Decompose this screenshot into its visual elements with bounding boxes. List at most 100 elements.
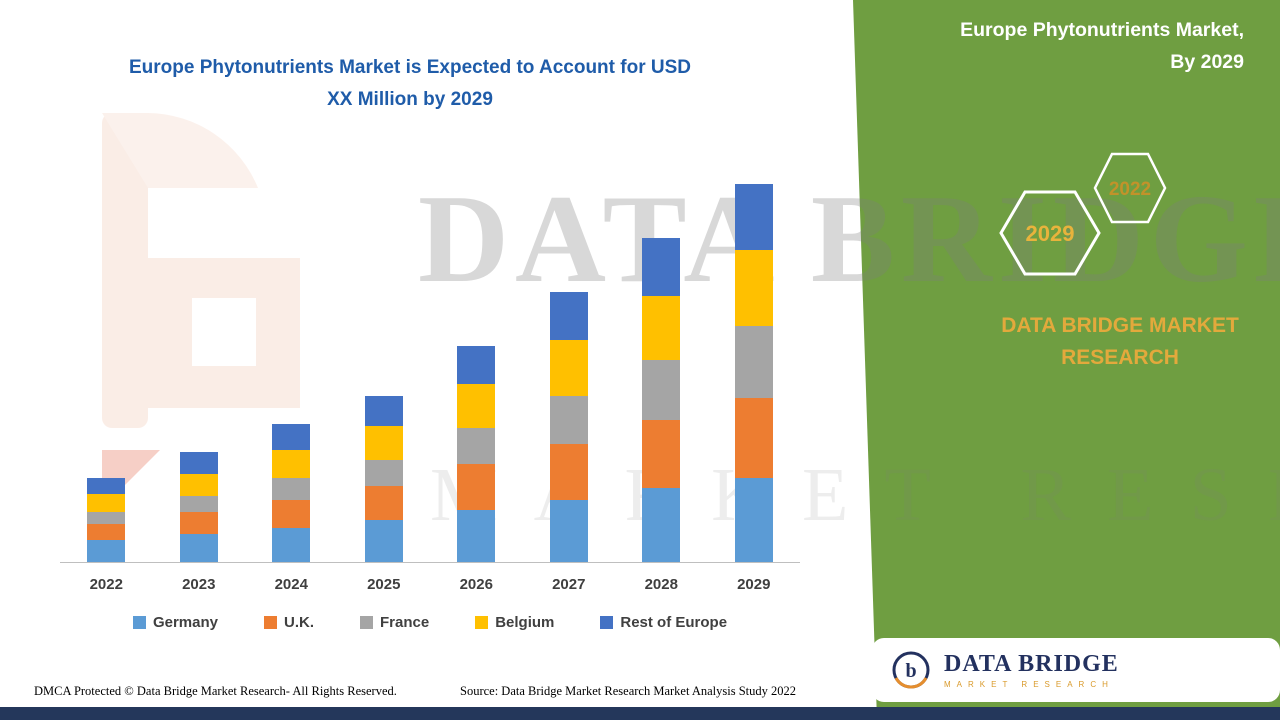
bar-segment-france [272,478,311,500]
source-note: Source: Data Bridge Market Research Mark… [460,684,797,698]
legend-label: Belgium [495,614,555,631]
bar-slot-2025 [338,396,431,562]
stacked-bar-2023 [179,452,218,562]
legend-item-u-k-: U.K. [263,614,314,631]
x-axis-label-2025: 2025 [367,576,401,593]
bar-segment-u-k- [642,420,681,488]
bar-slot-2026 [430,346,523,562]
logo-monogram: b [905,660,916,682]
logo-brand-subtitle: MARKET RESEARCH [944,680,1114,690]
dmca-notice: DMCA Protected © Data Bridge Market Rese… [34,684,397,698]
chart-title: Europe Phytonutrients Market is Expected… [70,52,750,117]
stacked-bar-2022 [87,478,126,562]
chart-legend: Germany U.K. France Belgium Rest of Europe [60,614,800,631]
bar-slot-2027 [523,292,616,562]
bar-segment-rest-of-europe [734,184,773,250]
legend-label: France [379,614,430,631]
data-bridge-logo-watermark [102,113,300,508]
x-axis: 2022 2023 2024 2025 2026 2027 2028 2029 [60,563,800,593]
bar-segment-germany [734,478,773,562]
hexagon-2029-label: 2029 [1026,221,1075,246]
bar-segment-belgium [364,426,403,460]
bar-segment-france [87,512,126,524]
x-axis-label-2022: 2022 [89,576,123,593]
x-axis-label-2029: 2029 [737,576,771,593]
bar-segment-france [364,460,403,486]
bar-segment-france [457,428,496,464]
bar-segment-germany [457,510,496,562]
bar-segment-belgium [179,474,218,496]
bar-segment-rest-of-europe [179,452,218,474]
bar-segment-u-k- [87,524,126,540]
bar-segment-belgium [734,250,773,326]
bar-segment-rest-of-europe [642,238,681,296]
bar-segment-u-k- [549,444,588,500]
watermark-text-data-bridge: DATA BRIDGE [418,170,1280,309]
legend-label: Germany [152,614,218,631]
stacked-bar-chart: 2022 2023 2024 2025 2026 2027 2028 2029 [60,120,800,593]
panel-title: Europe Phytonutrients Market, By 2029 [960,14,1244,78]
legend-label: U.K. [283,614,314,631]
plot-area [60,120,800,563]
bar-segment-belgium [549,340,588,396]
bar-segment-france [179,496,218,512]
bar-segment-rest-of-europe [364,396,403,426]
bar-segment-belgium [457,384,496,428]
legend-item-germany: Germany [132,614,218,631]
x-axis-label-2023: 2023 [182,576,216,593]
panel-title-line1: Europe Phytonutrients Market, [960,19,1244,41]
legend-swatch [475,616,489,629]
hexagon-2029: 2029 [999,190,1101,276]
chart-title-line1: Europe Phytonutrients Market is Expected… [129,57,691,78]
hexagon-2022-label: 2022 [1109,179,1151,200]
bar-slot-2023 [153,452,246,562]
logo-text-block: DATA BRIDGE MARKET RESEARCH [944,651,1119,689]
bar-segment-u-k- [364,486,403,520]
bar-slot-2028 [615,238,708,562]
bar-slot-2022 [60,478,153,562]
legend-swatch [359,616,373,629]
bar-segment-germany [364,520,403,562]
bar-segment-belgium [642,296,681,360]
bar-segment-u-k- [272,500,311,528]
bar-segment-france [734,326,773,398]
hexagon-2022: 2022 [1093,152,1167,224]
bar-segment-rest-of-europe [87,478,126,494]
stacked-bar-2027 [549,292,588,562]
bar-segment-u-k- [734,398,773,478]
bar-segment-germany [87,540,126,562]
legend-item-rest-of-europe: Rest of Europe [600,614,727,631]
legend-swatch [132,616,146,629]
chart-title-line2: XX Million by 2029 [327,89,493,111]
panel-brand-text: DATA BRIDGE MARKET RESEARCH [958,310,1280,373]
bar-segment-france [549,396,588,444]
bar-segment-germany [642,488,681,562]
bottom-navy-strip [0,707,1280,720]
bar-segment-germany [549,500,588,562]
data-bridge-logo-card: b DATA BRIDGE MARKET RESEARCH [872,638,1280,702]
legend-label: Rest of Europe [620,614,728,631]
bar-slot-2029 [708,184,801,562]
panel-title-line2: By 2029 [1170,51,1244,74]
legend-swatch [263,616,277,629]
x-axis-label-2024: 2024 [274,576,308,593]
panel-brand-line1: DATA BRIDGE MARKET [1001,314,1239,337]
bar-segment-belgium [272,450,311,478]
x-axis-label-2027: 2027 [552,576,586,593]
legend-item-france: France [359,614,430,631]
bar-segment-u-k- [457,464,496,510]
bar-segment-belgium [87,494,126,512]
logo-brand-name: DATA BRIDGE [944,650,1119,677]
x-axis-label-2026: 2026 [459,576,493,593]
legend-item-belgium: Belgium [475,614,554,631]
stacked-bar-2025 [364,396,403,562]
bar-segment-rest-of-europe [457,346,496,384]
bar-segment-france [642,360,681,420]
bar-segment-germany [272,528,311,562]
panel-brand-line2: RESEARCH [1061,345,1179,369]
bar-segment-u-k- [179,512,218,534]
bar-segment-rest-of-europe [549,292,588,340]
stacked-bar-2028 [642,238,681,562]
